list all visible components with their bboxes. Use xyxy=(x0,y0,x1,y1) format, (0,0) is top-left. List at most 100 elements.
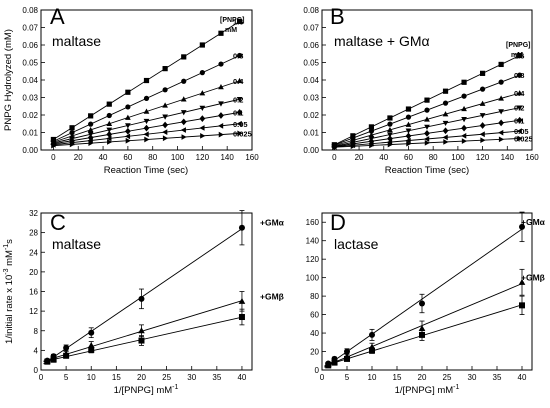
data-point xyxy=(424,129,430,137)
data-point xyxy=(498,119,504,127)
series-label: 1.6 xyxy=(233,17,243,26)
data-point xyxy=(387,115,393,121)
data-point xyxy=(217,122,224,129)
data-point xyxy=(236,77,243,84)
data-point xyxy=(498,61,504,68)
x-tick-label: 100 xyxy=(451,153,465,162)
data-point xyxy=(44,358,51,365)
x-tick-label: 20 xyxy=(418,373,427,382)
data-point xyxy=(218,61,224,67)
data-point xyxy=(405,137,411,144)
data-point xyxy=(424,97,430,103)
data-point xyxy=(125,89,131,95)
fit-line xyxy=(324,228,523,368)
data-point xyxy=(106,120,113,126)
y-tick-label: 24 xyxy=(29,248,38,257)
series-0.025: 0.025 xyxy=(332,134,533,151)
panel-name: maltase xyxy=(52,236,101,252)
data-point xyxy=(88,113,94,119)
y-tick-label: 100 xyxy=(306,274,320,283)
x-tick-label: 60 xyxy=(123,153,132,162)
y-tick-label: 0.07 xyxy=(303,24,319,33)
x-tick-label: 100 xyxy=(171,153,185,162)
series-label: 0.025 xyxy=(233,129,252,138)
data-point xyxy=(125,104,131,110)
x-tick-label: 35 xyxy=(212,373,221,382)
panel-name: maltase xyxy=(52,33,101,49)
x-tick-label: 40 xyxy=(379,153,388,162)
data-point xyxy=(124,133,131,140)
x-axis-title: 1/[PNPG] mM-1 xyxy=(395,384,460,396)
x-tick-label: 40 xyxy=(237,373,246,382)
data-point xyxy=(199,70,205,76)
data-point xyxy=(138,327,145,334)
chart-panel-d: 0 5 10 15 20 25 30 35 40 0 20 40 60 80 100 120 140 160 Dla… xyxy=(306,210,546,396)
data-point xyxy=(516,128,522,134)
fit-line xyxy=(324,283,523,367)
series-label: 0.8 xyxy=(514,71,524,80)
data-point xyxy=(332,144,338,151)
data-point xyxy=(331,359,338,366)
data-point xyxy=(236,108,243,116)
data-point xyxy=(369,347,375,354)
data-point xyxy=(218,131,224,138)
data-point xyxy=(461,138,468,144)
series-control xyxy=(324,295,525,369)
data-point xyxy=(106,127,113,133)
x-tick-label: 0 xyxy=(332,153,337,162)
data-point xyxy=(106,112,112,119)
data-point xyxy=(517,72,523,78)
data-point xyxy=(162,102,168,108)
data-point xyxy=(387,132,393,138)
y-tick-label: 20 xyxy=(310,348,319,357)
data-point xyxy=(162,114,168,120)
series-0.025: 0.025 xyxy=(51,129,252,149)
data-point xyxy=(516,116,523,124)
series-label: +GMα xyxy=(521,217,546,227)
x-axis-title: Reaction Time (sec) xyxy=(385,165,469,176)
y-tick-label: 4 xyxy=(34,346,39,355)
data-point xyxy=(69,130,75,136)
panel-letter: D xyxy=(330,210,346,235)
x-tick-label: 120 xyxy=(476,153,490,162)
x-tick-label: 80 xyxy=(148,153,157,162)
data-point xyxy=(88,140,94,147)
x-tick-label: 140 xyxy=(220,153,234,162)
x-tick-label: 25 xyxy=(162,373,171,382)
x-tick-label: 30 xyxy=(187,373,196,382)
data-point xyxy=(143,118,150,125)
x-axis-title: Reaction Time (sec) xyxy=(104,165,188,176)
data-point xyxy=(479,122,486,129)
series-0.2: 0.2 xyxy=(50,95,243,146)
y-tick-label: 0 xyxy=(34,366,39,375)
x-tick-label: 140 xyxy=(501,153,515,162)
data-point xyxy=(143,124,150,132)
data-point xyxy=(479,70,486,76)
data-point xyxy=(180,118,187,126)
y-tick-label: 0.00 xyxy=(303,146,319,155)
data-point xyxy=(143,108,150,114)
series-label: 0.05 xyxy=(514,127,529,136)
data-point xyxy=(461,93,467,99)
x-tick-label: 80 xyxy=(429,153,438,162)
y-tick-label: 160 xyxy=(306,218,320,227)
y-tick-label: 0.03 xyxy=(22,94,38,103)
y-tick-label: 8 xyxy=(34,327,39,336)
series-0.2: 0.2 xyxy=(331,104,524,150)
data-point xyxy=(69,125,75,131)
series-label: 0.1 xyxy=(233,108,243,117)
data-point xyxy=(519,302,525,309)
data-point xyxy=(218,112,224,119)
data-point xyxy=(461,124,467,132)
data-point xyxy=(442,127,449,135)
data-point xyxy=(138,337,145,344)
data-point xyxy=(480,137,486,144)
data-point xyxy=(180,110,187,116)
data-point xyxy=(88,346,95,353)
data-point xyxy=(144,136,150,143)
data-point xyxy=(181,134,187,140)
data-point xyxy=(125,123,131,129)
data-point xyxy=(69,141,76,148)
x-tick-label: 15 xyxy=(112,373,121,382)
data-point xyxy=(461,105,467,112)
